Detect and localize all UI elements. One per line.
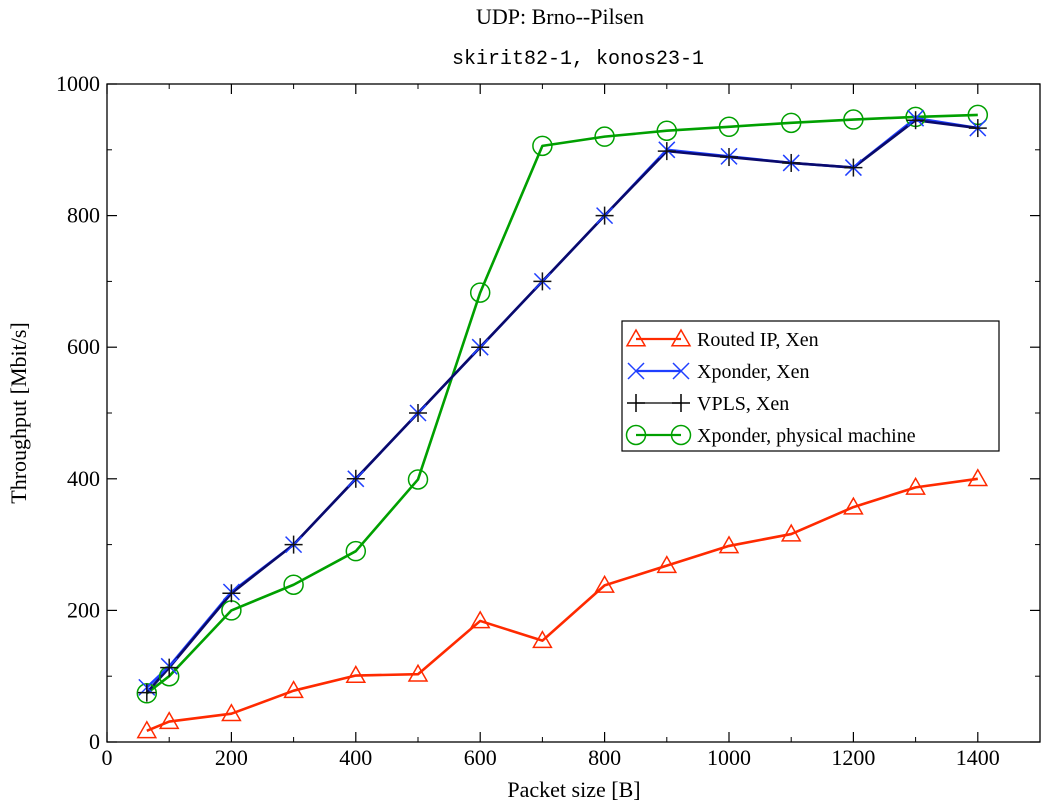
series-line-0: [146, 477, 978, 733]
data-point: [158, 711, 180, 730]
data-point: [136, 720, 158, 739]
x-tick-label: 600: [464, 745, 497, 770]
data-point: [222, 584, 241, 603]
y-axis-label: Throughput [Mbit/s]: [6, 322, 31, 504]
x-tick-label: 0: [102, 745, 113, 770]
data-point: [782, 153, 801, 172]
legend-label: VPLS, Xen: [697, 393, 789, 415]
data-point: [718, 535, 740, 554]
data-point: [656, 120, 678, 141]
data-point: [968, 119, 987, 138]
x-tick-label: 1400: [956, 745, 1000, 770]
legend-marker: [672, 362, 690, 380]
data-point: [407, 663, 429, 682]
x-tick-label: 1200: [831, 745, 875, 770]
data-point: [469, 610, 491, 629]
data-point: [345, 540, 367, 562]
data-point: [657, 142, 676, 161]
data-point: [780, 523, 802, 542]
legend-marker: [625, 424, 647, 446]
legend-marker: [670, 424, 692, 446]
x-tick-label: 200: [215, 745, 248, 770]
data-point: [594, 126, 615, 147]
legend-marker: [670, 328, 692, 347]
y-tick-label: 800: [67, 203, 100, 228]
legend-marker: [625, 328, 647, 347]
chart-title: UDP: Brno--Pilsen: [476, 4, 644, 29]
data-point: [532, 630, 553, 649]
data-point: [844, 158, 863, 177]
legend-entry: Routed IP, Xen: [625, 328, 819, 351]
y-tick-label: 400: [67, 466, 100, 491]
legend-label: Routed IP, Xen: [697, 329, 819, 351]
legend-label: Xponder, physical machine: [697, 425, 916, 447]
data-point: [906, 111, 925, 130]
data-point: [780, 112, 802, 134]
y-tick-label: 200: [67, 597, 100, 622]
data-point: [967, 468, 989, 487]
data-point: [469, 282, 491, 303]
data-point: [532, 135, 553, 157]
legend-box: [621, 320, 1000, 452]
axes: 0 200 400 600 800 1000 1200 1400 0 200 400 600 800 10…: [56, 71, 1040, 770]
y-tick-label: 600: [67, 334, 100, 359]
y-tick-label: 1000: [56, 71, 100, 96]
data-point: [283, 680, 304, 699]
legend-marker: [627, 394, 645, 412]
data-point: [656, 555, 678, 574]
data-point: [533, 272, 552, 291]
series-markers: [136, 104, 989, 739]
data-point: [905, 476, 926, 495]
data-point: [594, 574, 615, 593]
x-tick-label: 400: [339, 745, 372, 770]
legend-entry: Xponder, Xen: [627, 361, 810, 383]
data-point: [718, 116, 740, 138]
chart-subtitle: skirit82-1, konos23-1: [452, 48, 704, 71]
legend-entry: VPLS, Xen: [627, 393, 789, 415]
series-line-3: [146, 113, 978, 695]
data-point: [346, 469, 365, 488]
y-tick-label: 0: [89, 729, 100, 754]
legend-entry: Xponder, physical machine: [625, 424, 916, 447]
data-point: [595, 206, 614, 225]
data-point: [160, 658, 179, 677]
x-tick-label: 1000: [707, 745, 751, 770]
legend: Routed IP, Xen Xponder, Xen VPLS, Xen Xpond…: [621, 320, 1000, 452]
x-tick-label: 800: [588, 745, 621, 770]
legend-marker: [627, 362, 645, 380]
x-axis-label: Packet size [B]: [507, 777, 640, 802]
data-point: [345, 665, 367, 684]
data-point: [283, 574, 304, 595]
data-point: [137, 683, 156, 702]
data-point: [221, 703, 242, 722]
data-point: [284, 535, 303, 554]
legend-label: Xponder, Xen: [697, 361, 810, 383]
data-point: [843, 496, 864, 515]
plot-frame: [106, 83, 1041, 743]
data-point: [409, 404, 427, 422]
data-point: [720, 148, 738, 167]
legend-marker: [672, 394, 690, 412]
data-point: [471, 338, 490, 357]
data-point: [843, 109, 864, 130]
data-point: [407, 469, 429, 490]
